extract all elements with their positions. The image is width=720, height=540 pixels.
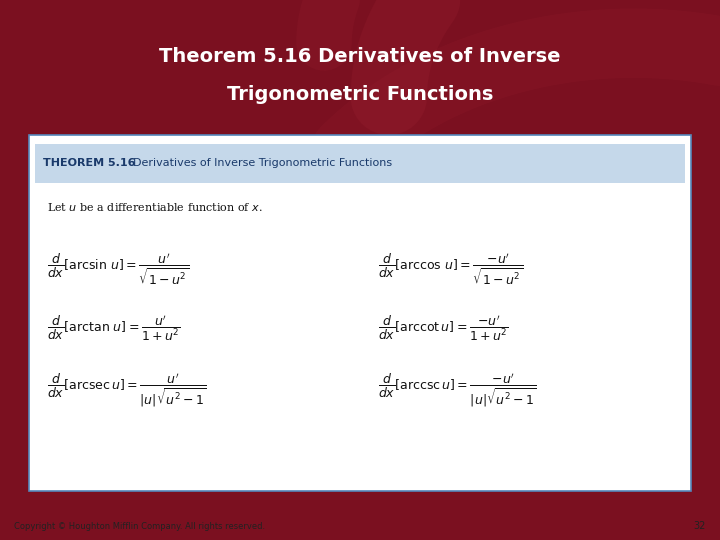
Text: Copyright © Houghton Mifflin Company. All rights reserved.: Copyright © Houghton Mifflin Company. Al… (14, 522, 266, 531)
Text: THEOREM 5.16: THEOREM 5.16 (43, 158, 135, 168)
Text: $\dfrac{d}{dx}\left[\mathrm{arccsc}\, u\right] = \dfrac{-u'}{|u|\sqrt{u^2-1}}$: $\dfrac{d}{dx}\left[\mathrm{arccsc}\, u\… (378, 372, 537, 409)
Text: $\dfrac{d}{dx}\left[\mathrm{arcsec}\, u\right] = \dfrac{u'}{|u|\sqrt{u^2-1}}$: $\dfrac{d}{dx}\left[\mathrm{arcsec}\, u\… (47, 372, 207, 409)
Text: Theorem 5.16 Derivatives of Inverse: Theorem 5.16 Derivatives of Inverse (159, 47, 561, 66)
FancyBboxPatch shape (35, 144, 685, 183)
Text: Let $u$ be a differentiable function of $x$.: Let $u$ be a differentiable function of … (47, 201, 262, 213)
Text: $\dfrac{d}{dx}\left[\arctan\, u\right] = \dfrac{u'}{1+u^2}$: $\dfrac{d}{dx}\left[\arctan\, u\right] =… (47, 314, 181, 343)
Text: Trigonometric Functions: Trigonometric Functions (227, 85, 493, 104)
FancyBboxPatch shape (29, 135, 691, 491)
Text: $\dfrac{d}{dx}\left[\arccos\, u\right] = \dfrac{-u'}{\sqrt{1-u^2}}$: $\dfrac{d}{dx}\left[\arccos\, u\right] =… (378, 251, 523, 287)
Text: Derivatives of Inverse Trigonometric Functions: Derivatives of Inverse Trigonometric Fun… (119, 158, 392, 168)
Text: 32: 32 (693, 521, 706, 531)
Text: $\dfrac{d}{dx}\left[\mathrm{arccot}\, u\right] = \dfrac{-u'}{1+u^2}$: $\dfrac{d}{dx}\left[\mathrm{arccot}\, u\… (378, 314, 509, 343)
Text: $\dfrac{d}{dx}\left[\arcsin\, u\right] = \dfrac{u'}{\sqrt{1-u^2}}$: $\dfrac{d}{dx}\left[\arcsin\, u\right] =… (47, 251, 189, 287)
